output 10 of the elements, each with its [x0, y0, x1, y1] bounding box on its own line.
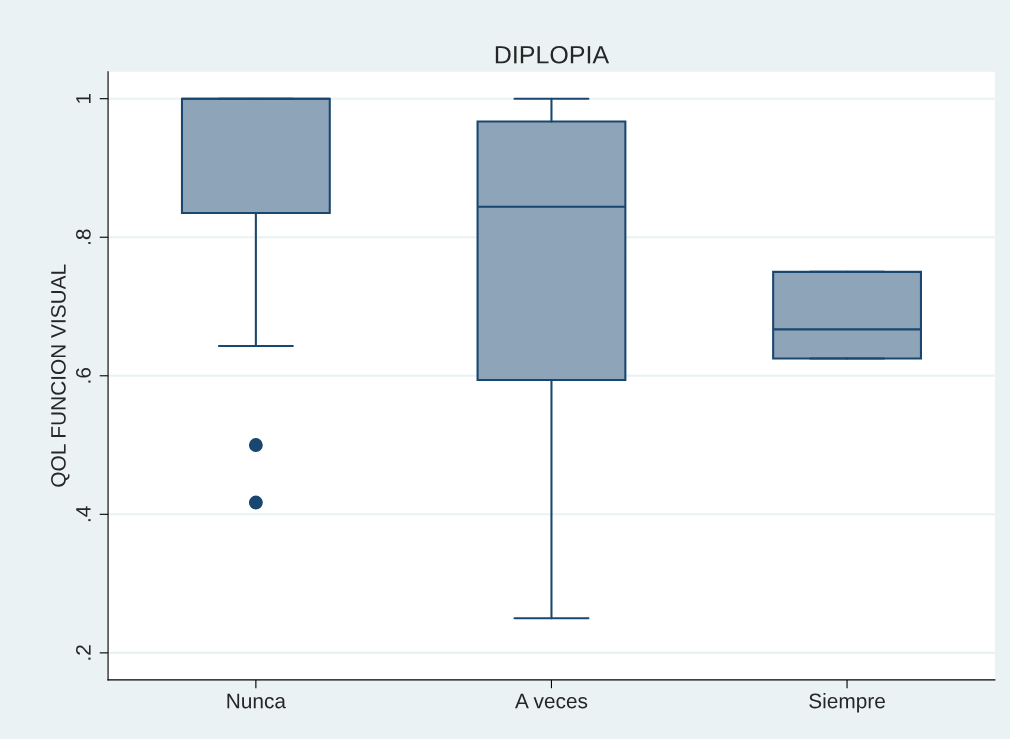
x-tick-label: Siempre [809, 693, 885, 713]
y-tick-label: 1 [76, 93, 91, 103]
y-axis-title: QOL FUNCION VISUAL [51, 264, 70, 487]
x-tick-label: Nunca [227, 693, 286, 709]
y-tick-label: .6 [76, 368, 91, 383]
x-tick-label: A veces [515, 693, 588, 709]
chart-title: DIPLOPIA [495, 45, 610, 64]
y-tick-label: .8 [76, 229, 91, 245]
y-tick-label: .2 [76, 645, 91, 660]
y-tick-label: .4 [76, 506, 91, 522]
